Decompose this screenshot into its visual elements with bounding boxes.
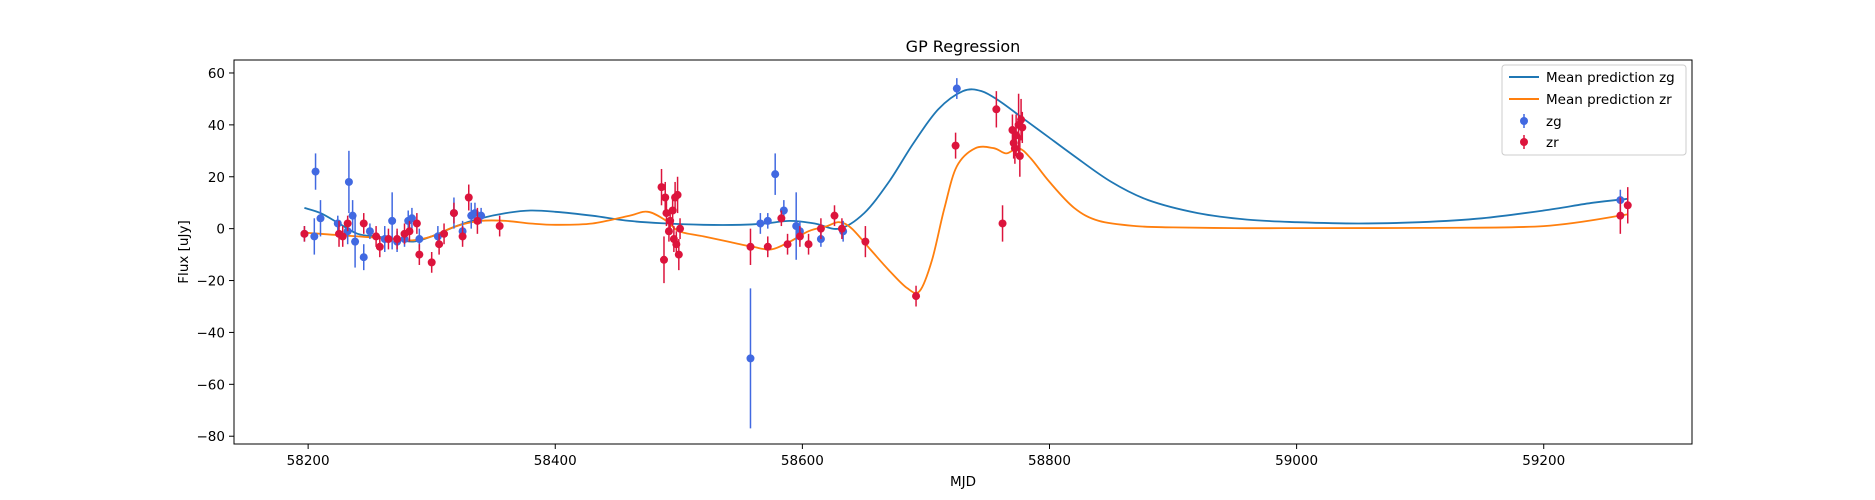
y-tick-label: 20 bbox=[208, 170, 225, 186]
legend-swatch-zg-marker bbox=[1520, 117, 1528, 125]
data-point-zr bbox=[777, 214, 786, 223]
data-point-zr bbox=[657, 183, 666, 192]
data-point-zr bbox=[458, 232, 467, 241]
data-point-zg bbox=[756, 219, 765, 228]
data-point-zr bbox=[375, 242, 384, 251]
y-tick-label: 40 bbox=[208, 118, 225, 134]
data-point-zr bbox=[837, 224, 846, 233]
x-axis-label: MJD bbox=[950, 474, 976, 490]
data-point-zr bbox=[664, 227, 673, 236]
data-point-zr bbox=[830, 211, 839, 220]
data-point-zr bbox=[1015, 152, 1024, 160]
data-point-zg bbox=[310, 232, 319, 241]
data-point-zr bbox=[1010, 144, 1019, 153]
data-point-zg bbox=[407, 214, 416, 223]
plot-background bbox=[234, 60, 1692, 444]
data-point-zr bbox=[384, 235, 393, 244]
data-point-zr bbox=[795, 232, 804, 241]
legend-label-zr-line: Mean prediction zr bbox=[1546, 92, 1672, 108]
series-zr bbox=[300, 91, 1632, 307]
data-point-zr bbox=[1018, 123, 1027, 132]
data-point-zr bbox=[495, 222, 504, 231]
data-point-zg bbox=[359, 253, 368, 262]
data-point-zr bbox=[412, 219, 421, 228]
x-tick-label: 59200 bbox=[1522, 453, 1565, 469]
legend-label-zr-points: zr bbox=[1546, 135, 1559, 151]
data-point-zr bbox=[449, 209, 458, 218]
data-point-zr bbox=[338, 232, 347, 241]
data-point-zr bbox=[662, 209, 671, 218]
data-point-zg bbox=[952, 84, 961, 93]
data-point-zr bbox=[951, 141, 960, 150]
x-axis: 58200 58400 58600 58800 59000 59200 bbox=[287, 444, 1565, 469]
x-tick-label: 58400 bbox=[534, 453, 577, 469]
data-point-zr bbox=[659, 255, 668, 264]
chart-title: GP Regression bbox=[906, 37, 1021, 56]
data-point-zg bbox=[351, 237, 360, 246]
data-point-zr bbox=[415, 250, 424, 259]
legend-box bbox=[1501, 64, 1687, 156]
y-tick-label: −40 bbox=[197, 325, 226, 341]
data-point-zr bbox=[804, 240, 813, 249]
y-tick-label: −20 bbox=[197, 274, 226, 290]
data-point-zg bbox=[415, 235, 424, 244]
mean-prediction-line-zr bbox=[304, 145, 1628, 295]
x-tick-label: 58600 bbox=[781, 453, 824, 469]
data-point-zg bbox=[388, 216, 397, 225]
data-point-zg bbox=[316, 214, 325, 223]
plot-area bbox=[233, 59, 1693, 445]
data-point-zg bbox=[746, 354, 755, 363]
data-point-zr bbox=[343, 219, 352, 228]
data-point-zr bbox=[405, 227, 414, 236]
data-point-zr bbox=[435, 240, 444, 249]
data-point-zr bbox=[300, 229, 309, 238]
data-point-zr bbox=[912, 292, 921, 301]
data-point-zr bbox=[763, 242, 772, 251]
data-point-zr bbox=[427, 258, 436, 267]
y-tick-label: 0 bbox=[216, 222, 225, 238]
data-point-zr bbox=[1017, 115, 1026, 124]
data-point-zr bbox=[746, 242, 755, 251]
data-point-zr bbox=[473, 216, 482, 225]
y-tick-label: −60 bbox=[197, 377, 226, 393]
data-point-zr bbox=[992, 105, 1001, 114]
legend: Mean prediction zg Mean prediction zr zg… bbox=[1501, 64, 1687, 156]
y-axis: −80 −60 −40 −20 0 20 40 60 bbox=[197, 66, 234, 445]
plot-frame bbox=[233, 59, 1693, 445]
legend-label-zg-line: Mean prediction zg bbox=[1546, 70, 1675, 86]
data-point-zr bbox=[440, 229, 449, 238]
data-point-zg bbox=[763, 216, 772, 225]
legend-swatch-zr-marker bbox=[1520, 138, 1528, 146]
x-tick-label: 58200 bbox=[287, 453, 330, 469]
x-tick-label: 58800 bbox=[1028, 453, 1071, 469]
data-point-zr bbox=[861, 237, 870, 246]
y-axis-label: Flux [uJy] bbox=[176, 220, 192, 283]
y-tick-label: 60 bbox=[208, 66, 225, 82]
data-point-zr bbox=[998, 219, 1007, 228]
data-point-zr bbox=[464, 193, 473, 202]
legend-label-zg-points: zg bbox=[1546, 114, 1562, 130]
data-point-zg bbox=[771, 170, 780, 179]
data-point-zr bbox=[1616, 211, 1625, 220]
data-point-zr bbox=[359, 219, 368, 228]
data-point-zg bbox=[433, 232, 442, 241]
data-point-zr bbox=[673, 190, 682, 199]
data-point-zr bbox=[372, 232, 381, 241]
data-point-zr bbox=[676, 224, 685, 233]
data-point-zg bbox=[333, 219, 342, 228]
data-point-zr bbox=[783, 240, 792, 249]
data-points bbox=[300, 78, 1632, 429]
x-tick-label: 59000 bbox=[1275, 453, 1318, 469]
data-point-zr bbox=[661, 193, 670, 202]
data-point-zr bbox=[816, 224, 825, 233]
data-point-zg bbox=[365, 227, 374, 236]
data-point-zg bbox=[344, 177, 353, 186]
data-point-zr bbox=[1623, 201, 1632, 210]
data-point-zg bbox=[311, 167, 320, 176]
data-point-zr bbox=[674, 250, 683, 259]
y-tick-label: −80 bbox=[197, 429, 226, 445]
data-point-zr bbox=[393, 235, 402, 244]
